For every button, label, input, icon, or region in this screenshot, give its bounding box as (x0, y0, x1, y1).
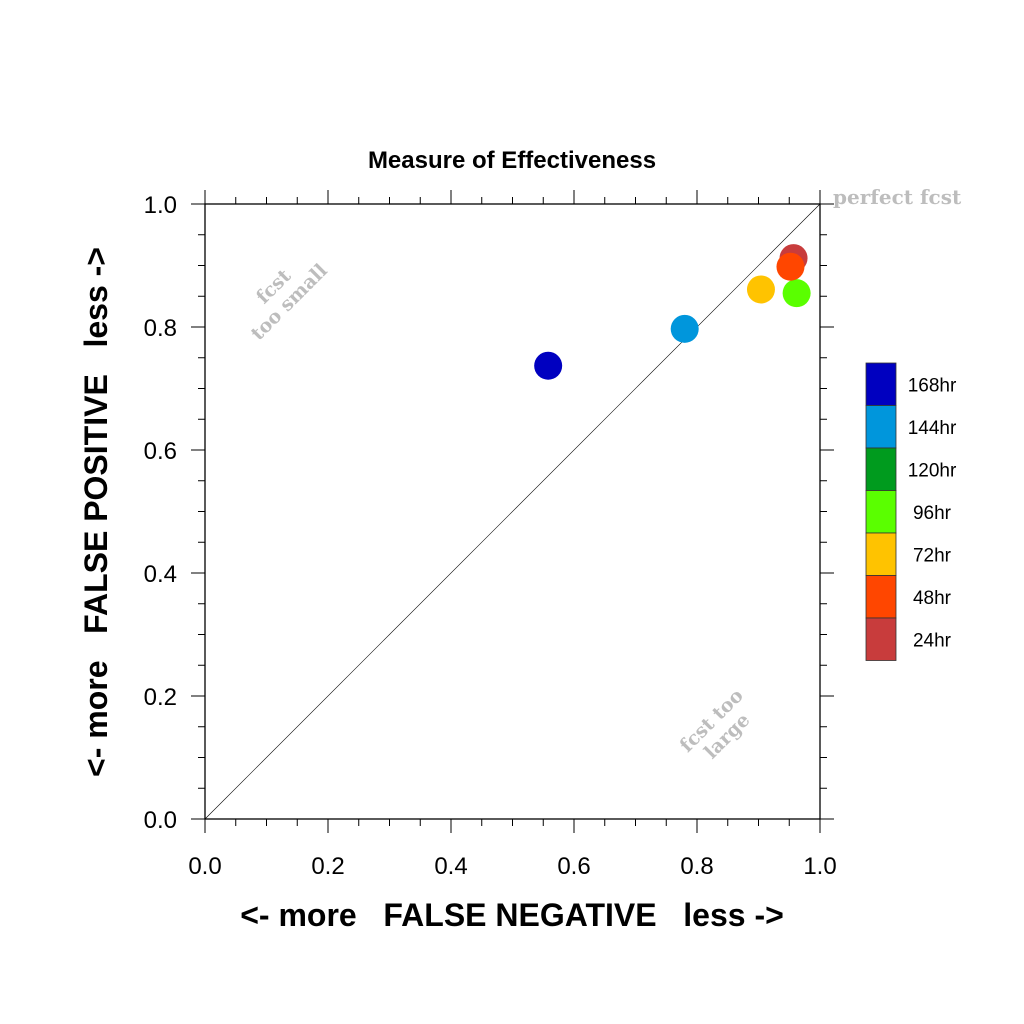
y-tick-label: 0.0 (144, 807, 177, 834)
annotation-fcst-too-large: fcst too large (676, 685, 755, 764)
legend-swatch-48hr (865, 575, 897, 619)
point-72hr (746, 275, 775, 304)
y-tick-label: 0.6 (144, 438, 177, 465)
y-tick-labels: 0.0 0.2 0.4 0.6 0.8 1.0 (144, 192, 177, 834)
legend-label-96hr: 96hr (913, 503, 952, 524)
x-tick-labels: 0.0 0.2 0.4 0.6 0.8 1.0 (188, 853, 836, 880)
x-tick-label: 0.6 (557, 853, 590, 880)
x-tick-label: 0.4 (434, 853, 467, 880)
minor-ticks (191, 190, 834, 833)
chart-title: Measure of Effectiveness (368, 147, 656, 174)
legend-label-24hr: 24hr (913, 630, 952, 651)
diagonal-line (204, 203, 821, 820)
legend-label-144hr: 144hr (908, 418, 957, 439)
point-48hr (776, 252, 805, 281)
data-points (534, 244, 811, 380)
x-tick-label: 0.8 (680, 853, 713, 880)
legend-label-48hr: 48hr (913, 588, 952, 609)
legend-label-120hr: 120hr (908, 460, 957, 481)
legend-swatch-120hr (865, 447, 897, 491)
legend-label-168hr: 168hr (908, 375, 957, 396)
annotation-too-small-line2: too small (247, 260, 332, 345)
point-168hr (534, 351, 563, 380)
y-tick-label: 0.2 (144, 684, 177, 711)
legend-swatch-96hr (865, 490, 897, 534)
x-tick-label: 0.2 (311, 853, 344, 880)
y-tick-label: 0.8 (144, 315, 177, 342)
legend-swatch-72hr (865, 532, 897, 576)
legend-swatch-144hr (865, 405, 897, 449)
y-tick-label: 1.0 (144, 192, 177, 219)
legend-label-72hr: 72hr (913, 545, 952, 566)
y-axis-label: <- more FALSE POSITIVE less -> (78, 247, 114, 777)
point-144hr (670, 314, 699, 343)
annotation-fcst-too-small: fcst too small (247, 260, 332, 345)
legend: 168hr 144hr 120hr 96hr 72hr 48hr 24hr (865, 362, 957, 661)
x-tick-label: 0.0 (188, 853, 221, 880)
annotation-perfect-fcst: perfect fcst (833, 185, 962, 209)
point-96hr (782, 279, 811, 308)
legend-swatch-24hr (865, 617, 897, 661)
x-tick-label: 1.0 (803, 853, 836, 880)
y-tick-label: 0.4 (144, 561, 177, 588)
x-axis-label: <- more FALSE NEGATIVE less -> (240, 897, 784, 933)
legend-swatch-168hr (865, 362, 897, 406)
